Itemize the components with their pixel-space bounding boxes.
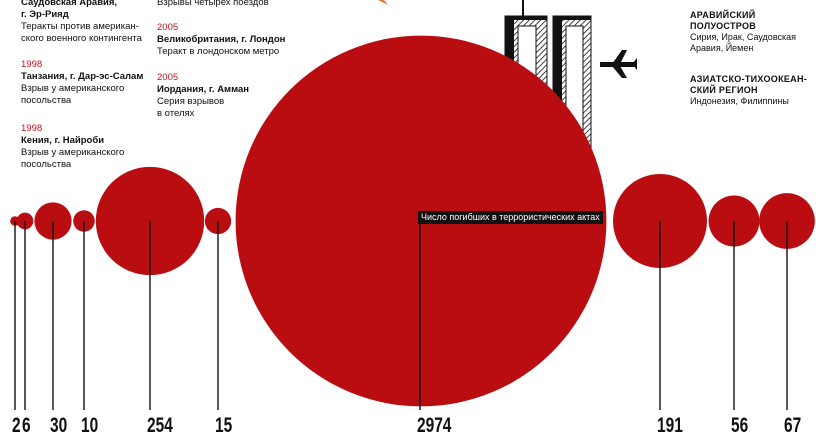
region-name-cont: ский регион: [690, 85, 758, 95]
note-desc: Теракты против американ-: [21, 21, 139, 32]
note-desc-cont: посольства: [21, 95, 72, 106]
note-place-city: г. Эр-Рияд: [21, 9, 69, 20]
airplane-icon: [600, 50, 637, 78]
note-desc: Взрывы четырех поездов: [157, 0, 269, 8]
value-label: 15: [215, 414, 232, 436]
note-desc-cont: посольства: [21, 159, 72, 170]
note-kenya: 1998 Кения, г. Найроби Взрыв у американс…: [21, 123, 156, 171]
chart-label-pill: Число погибших в террористических актах: [418, 211, 603, 224]
region-arabian: Аравийский полуостров Сирия, Ирак, Саудо…: [690, 10, 814, 54]
note-year: 2005: [157, 22, 179, 33]
note-amman: 2005 Иордания, г. Амман Серия взрывов в …: [157, 72, 297, 120]
tower-left-frame-top: [505, 16, 547, 20]
note-desc: Взрыв у американского: [21, 147, 125, 158]
value-label: 2974: [417, 414, 452, 436]
value-label: 30: [50, 414, 67, 436]
note-trains: Взрывы четырех поездов: [157, 0, 297, 9]
note-place: Кения, г. Найроби: [21, 135, 105, 146]
note-saudi: Саудовская Аравия, г. Эр-Рияд Теракты пр…: [21, 0, 156, 45]
value-label: 2: [12, 414, 21, 436]
note-place: Иордания, г. Амман: [157, 84, 250, 95]
note-place: Великобритания, г. Лондон: [157, 34, 286, 45]
value-label: 56: [731, 414, 748, 436]
value-label: 10: [81, 414, 98, 436]
note-desc: Взрыв у американского: [21, 83, 125, 94]
note-year: 1998: [21, 59, 43, 70]
note-place: Саудовская Аравия,: [21, 0, 118, 8]
note-desc: Теракт в лондонском метро: [157, 46, 280, 57]
region-asia-pacific: Азиатско-Тихоокеан- ский регион Индонези…: [690, 74, 814, 107]
decorative-arrow-fragment: [378, 0, 388, 5]
note-desc-cont: в отелях: [157, 108, 195, 119]
value-label: 191: [657, 414, 683, 436]
region-name: Азиатско-Тихоокеан-: [690, 74, 808, 84]
note-year: 1998: [21, 123, 43, 134]
region-countries: Индонезия, Филиппины: [690, 96, 789, 106]
region-countries-cont: Аравия, Йемен: [690, 43, 754, 53]
region-countries: Сирия, Ирак, Саудовская: [690, 32, 797, 42]
region-name-cont: полуостров: [690, 21, 757, 31]
note-desc: Серия взрывов: [157, 96, 225, 107]
value-label: 254: [147, 414, 173, 436]
tower-right-frame-top: [553, 16, 591, 20]
value-label: 6: [22, 414, 31, 436]
note-year: 2005: [157, 72, 179, 83]
note-london: 2005 Великобритания, г. Лондон Теракт в …: [157, 22, 297, 58]
note-tanzania: 1998 Танзания, г. Дар-эс-Салам Взрыв у а…: [21, 59, 156, 107]
region-name: Аравийский: [690, 10, 756, 20]
note-place: Танзания, г. Дар-эс-Салам: [21, 71, 144, 82]
note-desc-cont: ского военного контингента: [21, 33, 142, 44]
value-label: 67: [784, 414, 801, 436]
